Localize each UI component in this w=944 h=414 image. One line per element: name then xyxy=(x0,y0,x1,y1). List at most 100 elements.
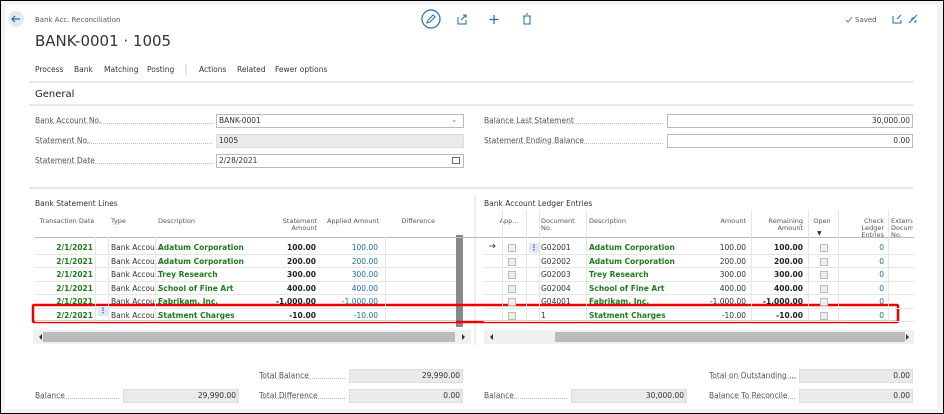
menu-item[interactable]: Posting xyxy=(147,65,175,74)
cell-description: Adatum Corporation xyxy=(589,256,675,266)
checkbox xyxy=(820,244,828,252)
field-value: 0.00 xyxy=(893,136,910,145)
checkbox xyxy=(820,271,828,279)
delete-button[interactable] xyxy=(523,13,531,25)
cell-statement-amount: 200.00 xyxy=(287,256,316,266)
cell-description: Trey Research xyxy=(158,270,218,279)
cell-applied-amount: -10.00 xyxy=(353,310,378,320)
leader xyxy=(37,123,212,124)
icons xyxy=(8,9,918,345)
menu-item[interactable]: Process xyxy=(35,65,64,74)
cell-amount: -10.00 xyxy=(721,310,746,320)
leader xyxy=(711,378,795,379)
leader xyxy=(486,398,567,399)
filter-icon: ▼ xyxy=(817,230,822,237)
back-arrow xyxy=(11,15,20,23)
v-scrollbar[interactable] xyxy=(456,235,463,327)
leader xyxy=(37,163,212,164)
cell-description: Adatum Corporation xyxy=(158,243,244,252)
field-value: 0.00 xyxy=(893,391,910,400)
field-label: Balance To Reconcile xyxy=(709,391,788,400)
cell-statement-amount: -1,000.00 xyxy=(275,297,316,306)
row-line xyxy=(35,280,456,282)
column-line xyxy=(526,210,527,321)
column-line xyxy=(586,210,587,321)
input[interactable] xyxy=(349,369,463,383)
highlight xyxy=(31,303,900,324)
menu-item[interactable]: Actions xyxy=(199,65,227,74)
cell-applied-amount: 400.00 xyxy=(351,283,378,293)
collapse[interactable] xyxy=(908,14,918,24)
cell-description: Statment Charges xyxy=(158,310,235,320)
cell-amount: 200.00 xyxy=(719,256,746,266)
column-line xyxy=(808,210,809,321)
input[interactable] xyxy=(216,114,464,128)
saved-check xyxy=(845,16,853,23)
column-line xyxy=(155,237,156,321)
cell-remaining-amount: -1,000.00 xyxy=(762,297,803,306)
column-header: Document No. xyxy=(541,218,575,232)
row-line xyxy=(484,253,914,255)
column-line xyxy=(888,210,889,321)
cell-document-no: G02002 xyxy=(541,256,571,266)
cell-document-no: 1 xyxy=(541,310,546,320)
cell-type: Bank Accou... xyxy=(111,310,162,320)
open-new-window[interactable] xyxy=(892,14,902,24)
cell-description: Trey Research xyxy=(589,270,649,279)
row-line xyxy=(484,307,914,309)
input[interactable] xyxy=(799,369,913,383)
cell-date: 2/1/2021 xyxy=(56,243,93,252)
share-button[interactable] xyxy=(457,14,467,25)
row-menu: ⋮ xyxy=(529,243,539,253)
field-label: Total on Outstanding ... xyxy=(709,371,797,380)
input[interactable] xyxy=(799,389,913,403)
checkbox xyxy=(820,257,828,266)
menu-item[interactable]: Bank xyxy=(74,65,93,74)
cell-remaining-amount: 300.00 xyxy=(774,270,803,279)
input[interactable] xyxy=(667,114,913,128)
menu-item[interactable]: Matching xyxy=(104,65,139,74)
menu-item[interactable]: Fewer options xyxy=(275,65,328,74)
column-header: Statement Amount xyxy=(282,217,317,232)
input[interactable] xyxy=(216,134,464,148)
cell-applied-amount: 300.00 xyxy=(351,270,378,279)
input[interactable] xyxy=(571,389,687,403)
column-header: Applied Amount xyxy=(326,217,379,225)
column-line xyxy=(95,237,96,321)
header-line xyxy=(484,237,914,238)
checkbox xyxy=(820,311,828,320)
cell-date: 2/1/2021 xyxy=(56,256,93,266)
row-menu: ⋮ xyxy=(98,306,108,316)
new-button[interactable] xyxy=(489,15,499,24)
row-line xyxy=(35,307,456,309)
cell-type: Bank Accou... xyxy=(111,243,162,252)
header-line xyxy=(35,237,485,238)
cell-date: 2/1/2021 xyxy=(56,283,93,293)
cell-document-no: G02004 xyxy=(541,283,571,293)
cell-date: 2/2/2021 xyxy=(56,310,93,320)
column-line xyxy=(838,210,839,321)
leader xyxy=(261,398,345,399)
edit-button[interactable] xyxy=(421,9,441,29)
cell-description: Adatum Corporation xyxy=(589,243,675,252)
cell-type: Bank Accou... xyxy=(111,256,162,266)
calendar-icon xyxy=(452,157,460,164)
row-arrow xyxy=(489,243,496,249)
cell-applied-amount: 200.00 xyxy=(351,256,378,266)
cell-date: 2/1/2021 xyxy=(56,270,93,279)
h-scroll-thumb[interactable] xyxy=(43,332,455,342)
cell-applied-amount: 100.00 xyxy=(351,243,378,252)
row-line xyxy=(35,321,456,322)
h-scroll-thumb[interactable] xyxy=(555,332,905,342)
dropdown-chevron: ⌄ xyxy=(451,115,458,124)
input[interactable] xyxy=(349,389,463,403)
input[interactable] xyxy=(667,134,913,148)
cell-amount: 100.00 xyxy=(719,243,746,252)
input[interactable] xyxy=(123,389,239,403)
field-label: Statement Ending Balance xyxy=(484,136,584,145)
cell-amount: 300.00 xyxy=(719,270,746,279)
cell-type: Bank Accou... xyxy=(111,270,162,279)
input[interactable] xyxy=(216,154,464,168)
menu-item[interactable]: Related xyxy=(237,65,266,74)
